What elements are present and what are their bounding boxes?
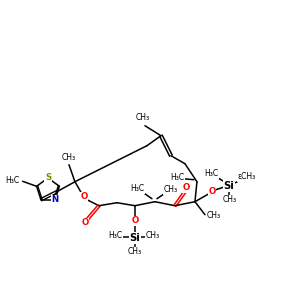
Text: CH₃: CH₃ <box>136 113 150 122</box>
Text: S: S <box>45 173 51 182</box>
Text: Si: Si <box>130 233 140 243</box>
Text: N: N <box>52 195 58 204</box>
Text: CH₃: CH₃ <box>207 211 221 220</box>
Text: H₃C: H₃C <box>170 173 184 182</box>
Text: H₃C: H₃C <box>108 231 122 240</box>
Text: CH₃: CH₃ <box>146 231 160 240</box>
Text: O: O <box>131 216 139 225</box>
Text: O: O <box>182 183 190 192</box>
Text: CH₃: CH₃ <box>128 247 142 256</box>
Text: CH₃: CH₃ <box>62 153 76 162</box>
Text: H₃C: H₃C <box>130 184 144 193</box>
Text: H₃C: H₃C <box>5 176 20 185</box>
Text: Si: Si <box>224 181 234 191</box>
Text: O: O <box>80 192 88 201</box>
Text: CH₃: CH₃ <box>223 195 237 204</box>
Text: H₃C: H₃C <box>204 169 218 178</box>
Text: CH₃: CH₃ <box>164 185 178 194</box>
Text: O: O <box>208 187 216 196</box>
Text: O: O <box>81 218 88 227</box>
Text: εCH₃: εCH₃ <box>238 172 256 181</box>
